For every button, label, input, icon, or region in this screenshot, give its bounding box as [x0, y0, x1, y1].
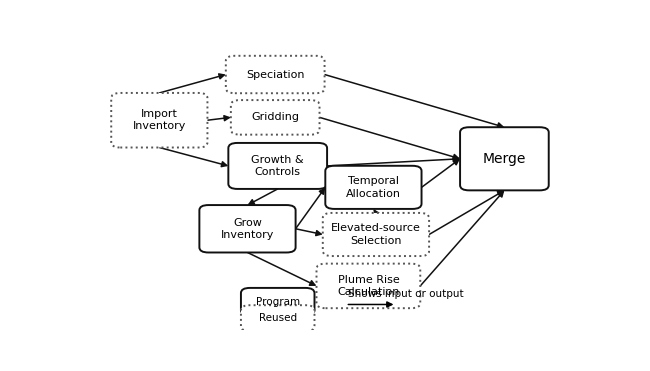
Text: Merge: Merge: [483, 152, 526, 166]
FancyBboxPatch shape: [228, 143, 327, 189]
Text: Shows input or output: Shows input or output: [348, 289, 464, 299]
FancyBboxPatch shape: [460, 127, 549, 190]
FancyBboxPatch shape: [231, 100, 320, 135]
FancyBboxPatch shape: [241, 305, 315, 331]
Text: Grow
Inventory: Grow Inventory: [221, 217, 274, 240]
FancyBboxPatch shape: [200, 205, 296, 253]
Text: Program: Program: [255, 297, 300, 306]
Text: Growth &
Controls: Growth & Controls: [252, 155, 304, 177]
Text: Temporal
Allocation: Temporal Allocation: [346, 176, 401, 198]
FancyBboxPatch shape: [111, 93, 207, 148]
Text: Speciation: Speciation: [246, 69, 304, 79]
Text: Elevated-source
Selection: Elevated-source Selection: [331, 223, 421, 246]
Text: Import
Inventory: Import Inventory: [133, 109, 186, 131]
FancyBboxPatch shape: [226, 56, 324, 93]
FancyBboxPatch shape: [241, 288, 315, 315]
Text: Gridding: Gridding: [251, 112, 299, 122]
FancyBboxPatch shape: [323, 213, 429, 256]
Text: Reused: Reused: [259, 313, 297, 323]
FancyBboxPatch shape: [325, 166, 422, 209]
Text: Plume Rise
Calculation: Plume Rise Calculation: [337, 275, 400, 297]
FancyBboxPatch shape: [317, 264, 421, 308]
